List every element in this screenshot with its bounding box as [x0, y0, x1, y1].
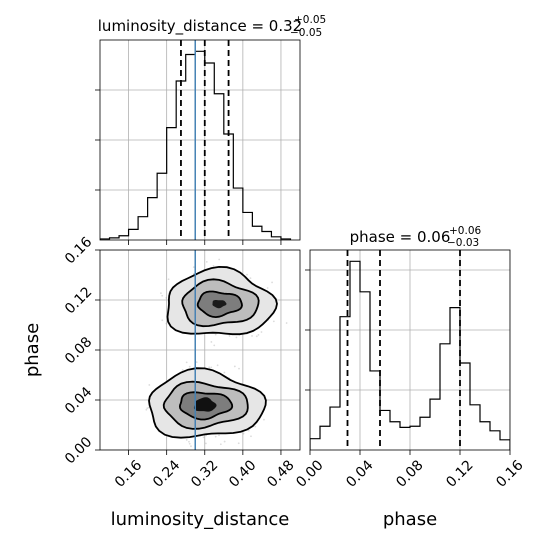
contour-line	[196, 290, 243, 319]
sample-point	[214, 435, 217, 438]
sample-point	[147, 406, 150, 409]
sample-point	[238, 367, 240, 370]
x-tick-label: 0.00	[293, 457, 326, 490]
sample-point	[235, 336, 238, 339]
contour-line	[181, 278, 260, 328]
phase-title: phase = 0.06	[350, 228, 451, 246]
sample-point	[146, 407, 149, 410]
sample-point	[272, 320, 275, 323]
y-tick-label: 0.04	[62, 384, 95, 417]
sample-point	[216, 364, 219, 367]
x-tick-label: 0.04	[343, 457, 376, 490]
x-tick-label: 0.32	[188, 457, 221, 490]
panel-frame	[309, 249, 511, 451]
sample-point	[218, 434, 220, 437]
sample-point	[205, 260, 208, 263]
luminosity-distance-title-minus: −0.05	[290, 27, 322, 39]
sample-point	[249, 277, 252, 280]
contour-line	[148, 367, 267, 439]
sample-point	[250, 435, 252, 438]
sample-point	[260, 331, 263, 333]
luminosity-distance-title-plus: +0.05	[294, 14, 326, 26]
sample-point	[190, 445, 192, 448]
sample-point	[195, 361, 198, 363]
x-axis-label-luminosity-distance: luminosity_distance	[111, 509, 290, 530]
x-tick-label: 0.48	[264, 457, 297, 490]
sample-point	[228, 335, 231, 337]
y-axis-label-phase: phase	[22, 323, 43, 377]
panel-frame	[99, 249, 301, 451]
sample-point	[223, 440, 226, 443]
sample-point	[212, 264, 215, 267]
contour-line	[178, 391, 234, 421]
sample-point	[188, 440, 190, 443]
sample-point	[185, 439, 188, 441]
sample-point	[208, 366, 211, 369]
contour-line	[166, 265, 278, 336]
density-peak	[212, 300, 227, 309]
sample-point	[167, 278, 170, 281]
x-tick-label: 0.16	[493, 457, 526, 490]
sample-point	[218, 258, 221, 261]
sample-point	[210, 366, 213, 369]
sample-point	[161, 294, 164, 297]
sample-point	[181, 369, 184, 371]
x-tick-label: 0.16	[112, 457, 145, 490]
density-peak	[193, 397, 217, 412]
phase-histogram-panel: 0.00 0.04 0.08 0.12 0.16 phase = 0.06 +0.06 …	[293, 225, 526, 491]
sample-point	[165, 322, 168, 325]
sample-point	[165, 297, 168, 299]
sample-point	[233, 365, 236, 368]
phase-histogram-line	[310, 260, 510, 450]
x-tick-label: 0.12	[443, 457, 476, 490]
sample-point	[192, 266, 195, 268]
sample-point	[255, 335, 258, 338]
sample-point	[242, 432, 245, 435]
sample-point	[247, 429, 250, 432]
sample-point	[263, 418, 265, 421]
sample-point	[223, 371, 226, 374]
sample-point	[219, 443, 222, 446]
sample-point	[214, 333, 217, 336]
sample-point	[210, 341, 213, 343]
joint-density-panel: 0.16 0.24 0.32 0.40 0.480.000.040.080.120.16	[62, 234, 301, 491]
y-tick-label: 0.12	[62, 284, 95, 317]
x-tick-label: 0.08	[393, 457, 426, 490]
sample-point	[271, 281, 273, 284]
sample-point	[285, 322, 288, 324]
sample-point	[161, 319, 164, 322]
y-tick-label: 0.00	[62, 434, 95, 467]
sample-point	[185, 361, 188, 364]
x-tick-label: 0.40	[226, 457, 259, 490]
contour-line	[162, 380, 249, 430]
sample-point	[213, 344, 216, 347]
phase-title-plus: +0.06	[449, 225, 481, 237]
sample-point	[266, 287, 269, 289]
sample-point	[246, 273, 248, 276]
sample-point	[254, 425, 257, 428]
sample-point	[148, 384, 151, 386]
x-axis-label-phase: phase	[383, 509, 437, 530]
sample-point	[160, 292, 162, 295]
sample-point	[188, 442, 191, 445]
sample-point	[145, 408, 148, 411]
luminosity-distance-histogram-panel: luminosity_distance = 0.32 +0.05 −0.05	[95, 14, 326, 245]
sample-point	[257, 333, 260, 336]
sample-point	[188, 365, 191, 368]
x-tick-label: 0.24	[150, 457, 183, 490]
sample-point	[237, 442, 240, 445]
panel-frame	[99, 39, 301, 241]
y-tick-label: 0.08	[62, 334, 95, 367]
sample-point	[251, 335, 253, 337]
phase-title-minus: −0.03	[447, 237, 479, 249]
sample-point	[202, 436, 205, 439]
sample-point	[205, 442, 207, 445]
luminosity-distance-title: luminosity_distance = 0.32	[98, 17, 302, 36]
y-tick-label: 0.16	[62, 234, 95, 267]
